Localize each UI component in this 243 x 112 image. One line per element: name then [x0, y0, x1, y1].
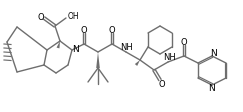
- Text: N: N: [72, 44, 78, 54]
- Text: N: N: [208, 84, 214, 93]
- Text: O: O: [159, 80, 165, 88]
- Text: O: O: [181, 38, 187, 46]
- Text: OH: OH: [68, 12, 80, 20]
- Polygon shape: [135, 60, 140, 66]
- Text: NH: NH: [120, 42, 132, 52]
- Text: O: O: [38, 13, 44, 22]
- Polygon shape: [96, 52, 100, 68]
- Polygon shape: [57, 41, 60, 48]
- Text: O: O: [81, 26, 87, 34]
- Text: N: N: [210, 48, 216, 57]
- Text: NH: NH: [163, 53, 175, 61]
- Text: O: O: [109, 26, 115, 34]
